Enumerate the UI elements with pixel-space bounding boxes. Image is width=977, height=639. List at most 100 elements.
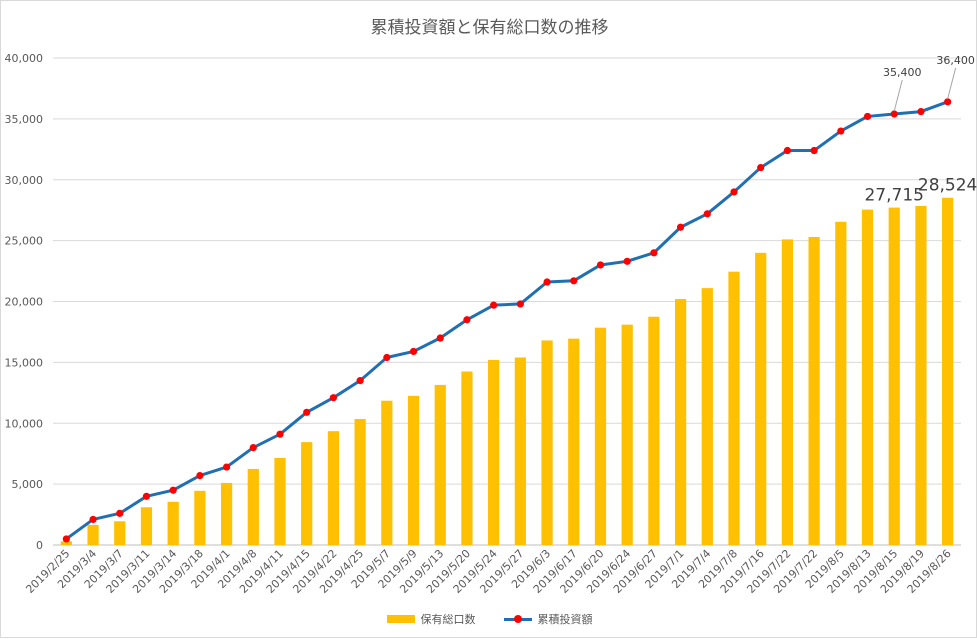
bar bbox=[808, 236, 820, 545]
line-point bbox=[890, 110, 898, 118]
bar-data-label: 28,524 bbox=[918, 176, 977, 196]
line-point bbox=[62, 535, 70, 543]
label-leader-line bbox=[893, 79, 903, 112]
bar bbox=[407, 395, 420, 545]
bar bbox=[781, 239, 794, 545]
bar bbox=[514, 357, 526, 545]
line-point bbox=[116, 509, 124, 517]
y-axis-ticks: 0 5,000 10,000 15,000 20,000 25,000 30,000 35,0… bbox=[5, 52, 44, 552]
bar bbox=[327, 431, 340, 545]
bar bbox=[461, 371, 473, 545]
line-point bbox=[249, 444, 257, 452]
line-point bbox=[142, 492, 151, 500]
bar bbox=[434, 384, 446, 545]
bar bbox=[621, 324, 633, 545]
bar bbox=[220, 482, 233, 545]
legend-item-line: 累積投資額 bbox=[503, 611, 593, 627]
line-point bbox=[303, 408, 311, 416]
y-tick-label: 20,000 bbox=[5, 296, 44, 309]
bar-data-label: 27,715 bbox=[864, 186, 923, 206]
series-line bbox=[65, 100, 949, 541]
legend-bar-swatch bbox=[386, 615, 415, 623]
line-point bbox=[383, 353, 391, 362]
line-point bbox=[837, 127, 845, 135]
bar bbox=[701, 288, 713, 545]
bar bbox=[755, 252, 767, 546]
line-point bbox=[169, 486, 177, 494]
line-point bbox=[676, 223, 685, 231]
line-point bbox=[356, 377, 364, 385]
bar bbox=[354, 418, 366, 545]
bar-series bbox=[60, 197, 954, 546]
bar bbox=[167, 501, 179, 545]
line-point bbox=[650, 249, 658, 257]
bar bbox=[674, 299, 687, 545]
legend: 保有総口数 累積投資額 bbox=[1, 611, 977, 627]
line-point bbox=[543, 278, 551, 286]
legend-item-bar: 保有総口数 bbox=[386, 611, 476, 627]
legend-label-bar: 保有総口数 bbox=[420, 613, 476, 626]
line-point bbox=[570, 277, 578, 285]
line-point bbox=[436, 334, 444, 342]
y-tick-label: 30,000 bbox=[5, 174, 44, 187]
line-point bbox=[944, 98, 952, 106]
bar bbox=[942, 197, 954, 545]
y-tick-label: 15,000 bbox=[5, 356, 44, 369]
line-point bbox=[863, 112, 872, 121]
line-point bbox=[329, 394, 338, 402]
bar bbox=[568, 338, 580, 545]
y-tick-label: 35,000 bbox=[5, 113, 44, 126]
bar bbox=[301, 442, 313, 545]
x-axis-ticks: 2019/2/252019/3/42019/3/72019/3/112019/3… bbox=[23, 547, 953, 596]
y-tick-label: 0 bbox=[36, 539, 43, 552]
line-point bbox=[89, 515, 97, 524]
line-data-label: 36,400 bbox=[936, 54, 975, 67]
line-point bbox=[730, 188, 738, 196]
bar bbox=[648, 316, 660, 545]
gridlines bbox=[53, 57, 961, 546]
line-point bbox=[917, 107, 925, 116]
bar bbox=[888, 207, 900, 545]
line-data-label: 35,400 bbox=[883, 66, 922, 79]
line-point bbox=[490, 301, 498, 309]
line-point bbox=[596, 261, 605, 269]
legend-line-swatch bbox=[503, 614, 532, 624]
line-point bbox=[222, 463, 231, 471]
line-point bbox=[463, 316, 471, 324]
bar bbox=[835, 221, 847, 545]
line-point bbox=[196, 472, 204, 480]
line-point bbox=[516, 300, 524, 308]
bar bbox=[114, 521, 126, 545]
chart-title: 累積投資額と保有総口数の推移 bbox=[370, 18, 609, 38]
y-tick-label: 5,000 bbox=[12, 478, 44, 491]
line-point bbox=[409, 347, 418, 356]
line-point bbox=[810, 146, 818, 155]
line-point bbox=[623, 257, 631, 265]
bar bbox=[861, 209, 874, 546]
line-point bbox=[783, 146, 792, 155]
bar bbox=[247, 468, 259, 545]
bar bbox=[594, 327, 607, 545]
bar bbox=[87, 524, 99, 545]
line-point bbox=[703, 210, 711, 218]
line-series bbox=[62, 98, 952, 543]
line-point bbox=[757, 163, 765, 172]
bar bbox=[274, 457, 286, 545]
bar bbox=[60, 541, 72, 545]
bar bbox=[488, 359, 500, 545]
legend-label-line: 累積投資額 bbox=[537, 613, 593, 626]
y-tick-label: 25,000 bbox=[5, 235, 44, 248]
bar bbox=[915, 205, 927, 545]
bar bbox=[728, 271, 740, 545]
y-tick-label: 40,000 bbox=[5, 52, 44, 65]
bar bbox=[381, 400, 393, 545]
y-tick-label: 10,000 bbox=[5, 417, 44, 430]
bar bbox=[194, 490, 206, 545]
bar bbox=[140, 507, 153, 545]
bar bbox=[541, 340, 553, 545]
line-point bbox=[276, 430, 284, 438]
label-leader-line bbox=[947, 67, 957, 99]
